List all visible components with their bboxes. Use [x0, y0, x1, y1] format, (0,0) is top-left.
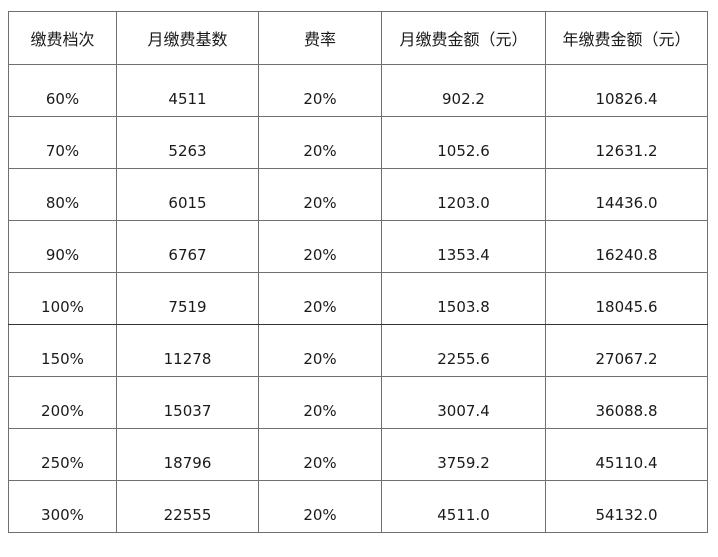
cell-monthly: 1203.0	[381, 168, 546, 221]
cell-level: 90%	[8, 220, 117, 273]
cell-level: 300%	[8, 480, 117, 533]
cell-monthly: 4511.0	[381, 480, 546, 533]
cell-rate: 20%	[258, 324, 382, 377]
cell-monthly: 902.2	[381, 64, 546, 117]
cell-rate: 20%	[258, 220, 382, 273]
cell-level: 70%	[8, 116, 117, 169]
cell-base: 15037	[116, 376, 259, 429]
cell-yearly: 54132.0	[545, 480, 708, 533]
table-row: 60% 4511 20% 902.2 10826.4	[8, 64, 708, 117]
cell-base: 11278	[116, 324, 259, 377]
cell-base: 18796	[116, 428, 259, 481]
cell-yearly: 45110.4	[545, 428, 708, 481]
cell-rate: 20%	[258, 480, 382, 533]
cell-base: 6015	[116, 168, 259, 221]
header-rate: 费率	[258, 11, 382, 65]
cell-level: 100%	[8, 272, 117, 325]
table-row: 300% 22555 20% 4511.0 54132.0	[8, 480, 708, 533]
cell-rate: 20%	[258, 376, 382, 429]
cell-monthly: 1052.6	[381, 116, 546, 169]
table-row: 200% 15037 20% 3007.4 36088.8	[8, 376, 708, 429]
cell-base: 7519	[116, 272, 259, 325]
cell-yearly: 18045.6	[545, 272, 708, 325]
table-row: 100% 7519 20% 1503.8 18045.6	[8, 272, 708, 325]
header-yearly: 年缴费金额（元）	[545, 11, 708, 65]
contribution-table: 缴费档次 月缴费基数 费率 月缴费金额（元） 年缴费金额（元） 60% 4511 2…	[8, 11, 708, 533]
cell-base: 6767	[116, 220, 259, 273]
cell-yearly: 12631.2	[545, 116, 708, 169]
cell-rate: 20%	[258, 428, 382, 481]
cell-level: 80%	[8, 168, 117, 221]
cell-rate: 20%	[258, 64, 382, 117]
table-row: 90% 6767 20% 1353.4 16240.8	[8, 220, 708, 273]
cell-base: 5263	[116, 116, 259, 169]
header-monthly: 月缴费金额（元）	[381, 11, 546, 65]
cell-rate: 20%	[258, 116, 382, 169]
cell-yearly: 27067.2	[545, 324, 708, 377]
cell-monthly: 3007.4	[381, 376, 546, 429]
cell-yearly: 10826.4	[545, 64, 708, 117]
cell-rate: 20%	[258, 272, 382, 325]
table-row: 80% 6015 20% 1203.0 14436.0	[8, 168, 708, 221]
cell-base: 22555	[116, 480, 259, 533]
cell-rate: 20%	[258, 168, 382, 221]
cell-level: 250%	[8, 428, 117, 481]
cell-monthly: 1353.4	[381, 220, 546, 273]
table-row: 70% 5263 20% 1052.6 12631.2	[8, 116, 708, 169]
cell-level: 60%	[8, 64, 117, 117]
cell-yearly: 36088.8	[545, 376, 708, 429]
cell-level: 150%	[8, 324, 117, 377]
cell-monthly: 2255.6	[381, 324, 546, 377]
cell-yearly: 14436.0	[545, 168, 708, 221]
cell-base: 4511	[116, 64, 259, 117]
cell-monthly: 3759.2	[381, 428, 546, 481]
header-base: 月缴费基数	[116, 11, 259, 65]
table-row: 150% 11278 20% 2255.6 27067.2	[8, 324, 708, 377]
cell-level: 200%	[8, 376, 117, 429]
cell-monthly: 1503.8	[381, 272, 546, 325]
header-row: 缴费档次 月缴费基数 费率 月缴费金额（元） 年缴费金额（元）	[8, 11, 708, 65]
table-row: 250% 18796 20% 3759.2 45110.4	[8, 428, 708, 481]
cell-yearly: 16240.8	[545, 220, 708, 273]
header-level: 缴费档次	[8, 11, 117, 65]
